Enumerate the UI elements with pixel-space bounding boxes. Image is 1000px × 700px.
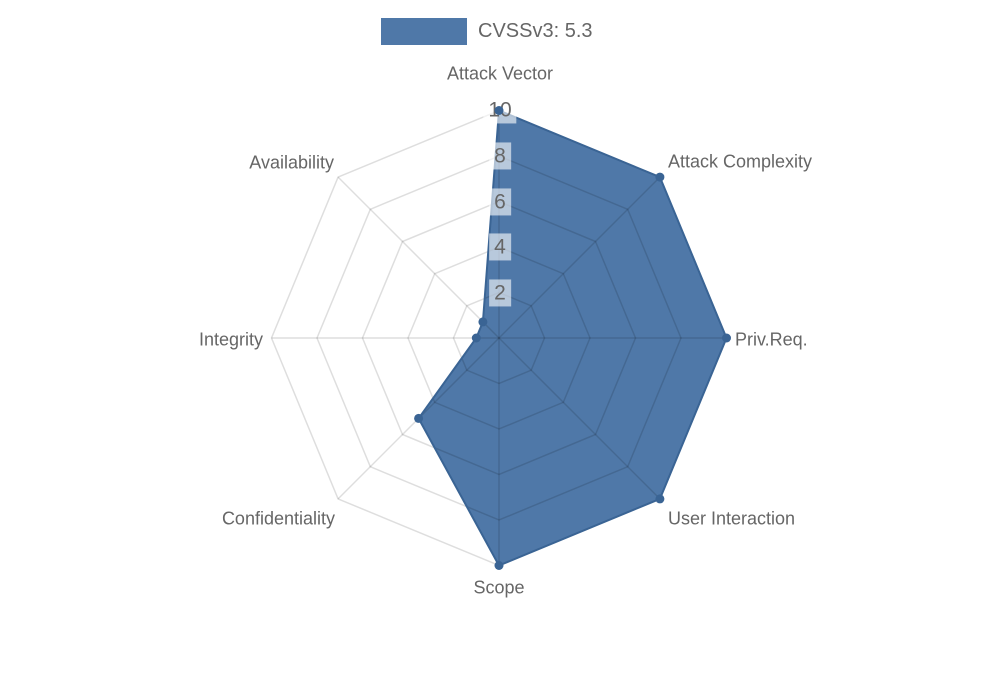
series-point-0: [494, 106, 504, 115]
series-point-1: [655, 172, 665, 182]
axis-label-availability: Availability: [249, 152, 334, 173]
legend-swatch: [381, 18, 467, 45]
radial-tick-6: 6: [489, 188, 511, 216]
axis-label-integrity: Integrity: [198, 329, 263, 350]
axis-label-scope: Scope: [473, 577, 525, 598]
radial-tick-2: 2: [489, 279, 511, 307]
series-point-4: [494, 561, 504, 570]
series-point-7: [478, 317, 488, 327]
legend-item[interactable]: CVSSv3: 5.3: [381, 18, 593, 45]
series-point-3: [655, 494, 665, 504]
series-point-2: [722, 333, 731, 343]
series-fill-polygon: [418, 110, 727, 566]
axis-label-priv-req: Priv.Req.: [735, 329, 808, 350]
radial-tick-4: 4: [489, 233, 511, 261]
axis-label-user-interaction: User Interaction: [668, 508, 796, 529]
radial-tick-8: 8: [489, 142, 511, 170]
axis-label-confidentiality: Confidentiality: [221, 508, 335, 529]
axis-label-attack-vector: Attack Vector: [446, 63, 554, 84]
series-point-6: [471, 333, 481, 343]
legend-label: CVSSv3: 5.3: [478, 19, 593, 42]
axis-label-attack-complexity: Attack Complexity: [668, 151, 813, 172]
series-point-5: [414, 413, 424, 423]
